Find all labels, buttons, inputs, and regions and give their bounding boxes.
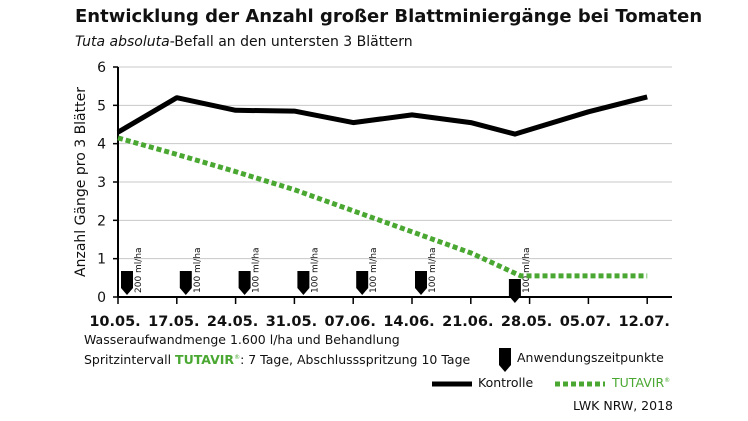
x-tick-label: 12.07.: [619, 314, 670, 330]
note-brand: TUTAVIR: [175, 352, 235, 367]
x-tick-label: 05.07.: [560, 314, 611, 330]
dose-label: 100 ml/ha: [252, 247, 262, 293]
x-tick-label: 31.05.: [266, 314, 317, 330]
y-tick-label: 4: [97, 137, 106, 153]
dose-label: 100 ml/ha: [428, 247, 438, 293]
x-tick-label: 24.05.: [207, 314, 258, 330]
note-water: Wasseraufwandmenge 1.600 l/ha und Behand…: [84, 332, 400, 347]
note-interval-b: : 7 Tage, Abschlussspritzung 10 Tage: [240, 352, 471, 367]
subtitle-rest: -Befall an den untersten 3 Blättern: [169, 34, 413, 50]
chart-subtitle: Tuta absoluta-Befall an den untersten 3 …: [75, 34, 413, 50]
dose-label: 100 ml/ha: [369, 247, 379, 293]
subtitle-species: Tuta absoluta: [75, 34, 170, 50]
dose-label: 200 ml/ha: [134, 247, 144, 293]
x-tick-label: 14.06.: [383, 314, 434, 330]
application-marker-icon: [508, 279, 521, 303]
x-tick-label: 21.06.: [442, 314, 493, 330]
legend-marker-icon: [499, 348, 511, 372]
series-line-kontrolle: [116, 94, 648, 137]
series-line-tutavir: [117, 135, 648, 279]
legend-tutavir-text: TUTAVIR: [612, 375, 665, 390]
x-tick-label: 07.06.: [325, 314, 376, 330]
application-marker-icon: [121, 271, 133, 295]
note-interval: Spritzintervall TUTAVIR®: 7 Tage, Abschl…: [84, 352, 470, 367]
y-tick-label: 3: [97, 175, 106, 191]
legend-tutavir-label: TUTAVIR®: [612, 375, 670, 390]
note-reg: ®: [234, 353, 241, 361]
application-marker-icon: [238, 271, 251, 295]
source-label: LWK NRW, 2018: [573, 398, 673, 413]
application-marker-icon: [356, 271, 369, 295]
y-tick-label: 5: [97, 98, 106, 114]
note-interval-a: Spritzintervall: [84, 352, 176, 367]
y-tick-label: 6: [97, 60, 106, 76]
legend-kontrolle-label: Kontrolle: [478, 375, 534, 390]
application-marker-icon: [297, 271, 310, 295]
y-axis-label: Anzahl Gänge pro 3 Blätter: [73, 87, 89, 277]
x-tick-label: 17.05.: [148, 314, 199, 330]
application-marker-icon: [179, 271, 192, 295]
chart-title: Entwicklung der Anzahl großer Blattminie…: [75, 6, 703, 27]
x-tick-label: 10.05.: [89, 314, 140, 330]
application-marker-icon: [415, 271, 427, 295]
y-tick-label: 1: [97, 252, 106, 268]
y-tick-label: 0: [97, 290, 106, 306]
legend-marker-label: Anwendungszeitpunkte: [517, 350, 664, 365]
dose-label: 100 ml/ha: [193, 247, 203, 293]
y-tick-label: 2: [97, 213, 106, 229]
dose-label: 100 ml/ha: [522, 247, 532, 293]
dose-label: 100 ml/ha: [310, 247, 320, 293]
x-tick-label: 28.05.: [501, 314, 552, 330]
legend-tutavir-reg: ®: [664, 376, 671, 384]
